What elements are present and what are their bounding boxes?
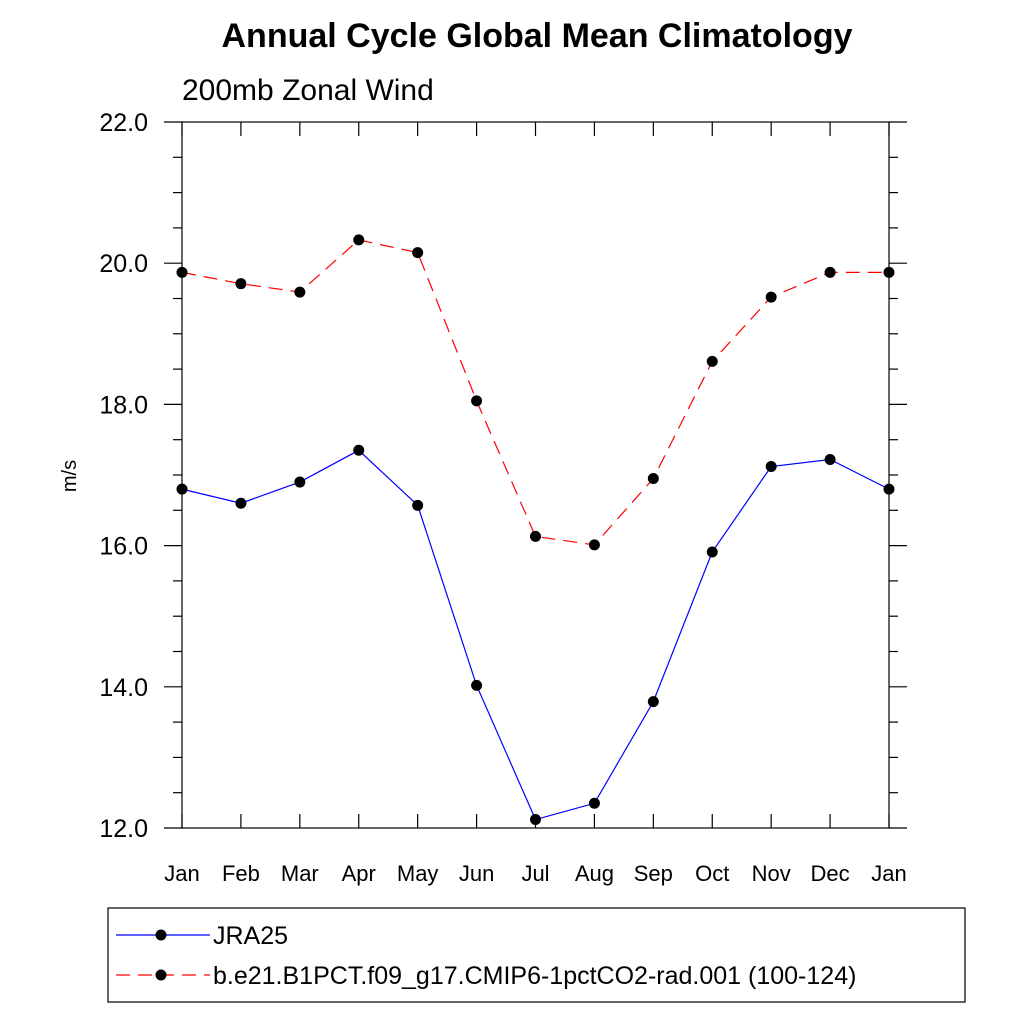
- x-tick-label: Jun: [459, 861, 494, 886]
- x-tick-label: Apr: [342, 861, 376, 886]
- data-point: [883, 266, 895, 278]
- y-tick-label: 14.0: [99, 674, 148, 702]
- data-point: [588, 539, 600, 551]
- legend-label: b.e21.B1PCT.f09_g17.CMIP6-1pctCO2-rad.00…: [213, 962, 856, 990]
- data-point: [647, 696, 659, 708]
- data-point: [353, 234, 365, 246]
- legend-marker: [155, 929, 167, 941]
- data-point: [706, 546, 718, 558]
- legend-label: JRA25: [213, 922, 288, 950]
- chart-subtitle: 200mb Zonal Wind: [182, 74, 434, 107]
- data-point: [765, 291, 777, 303]
- legend: JRA25 b.e21.B1PCT.f09_g17.CMIP6-1pctCO2-r…: [116, 922, 856, 990]
- chart-title: Annual Cycle Global Mean Climatology: [222, 17, 853, 55]
- data-point: [765, 461, 777, 473]
- x-tick-label: May: [397, 861, 439, 886]
- data-point: [824, 453, 836, 465]
- y-tick-label: 18.0: [99, 391, 148, 419]
- y-tick-label: 16.0: [99, 533, 148, 561]
- x-tick-label: Aug: [575, 861, 614, 886]
- plot-frame: [181, 121, 890, 829]
- x-tick-label: Jul: [521, 861, 549, 886]
- data-point: [530, 814, 541, 826]
- data-point: [530, 530, 541, 542]
- series-layer: [176, 234, 895, 826]
- data-point: [412, 499, 424, 511]
- series-2: [176, 234, 895, 551]
- x-tick-label: Nov: [752, 861, 791, 886]
- x-tick-label: Oct: [695, 861, 729, 886]
- legend-box: [107, 907, 966, 1003]
- axis-ticks: Jan Feb Mar Apr May Jun Jul Aug Sep Oct Nov Dec Jan 1…: [99, 109, 907, 886]
- data-point: [588, 797, 600, 809]
- y-axis-label: m/s: [59, 460, 81, 492]
- data-point: [471, 395, 483, 407]
- data-point: [176, 266, 188, 278]
- data-point: [294, 476, 306, 488]
- series-line: [181, 239, 889, 546]
- legend-marker: [155, 969, 167, 981]
- data-point: [235, 278, 247, 290]
- data-point: [706, 355, 718, 367]
- data-point: [294, 286, 306, 298]
- data-point: [883, 483, 895, 495]
- x-tick-label: Jan: [871, 861, 906, 886]
- data-point: [176, 483, 188, 495]
- y-tick-label: 12.0: [99, 815, 148, 843]
- data-point: [824, 266, 836, 278]
- x-tick-label: Sep: [634, 861, 673, 886]
- x-tick-label: Dec: [811, 861, 850, 886]
- legend-item-1: JRA25: [116, 922, 288, 950]
- x-tick-label: Jan: [164, 861, 199, 886]
- series-line: [181, 449, 890, 821]
- data-point: [471, 679, 483, 691]
- data-point: [647, 473, 659, 485]
- data-point: [412, 247, 424, 259]
- legend-item-2: b.e21.B1PCT.f09_g17.CMIP6-1pctCO2-rad.00…: [116, 962, 856, 990]
- x-tick-label: Feb: [222, 861, 260, 886]
- y-tick-label: 22.0: [99, 109, 148, 137]
- data-point: [353, 444, 365, 456]
- series-1: [176, 444, 895, 826]
- y-tick-label: 20.0: [99, 250, 148, 278]
- x-tick-label: Mar: [281, 861, 319, 886]
- data-point: [235, 497, 247, 509]
